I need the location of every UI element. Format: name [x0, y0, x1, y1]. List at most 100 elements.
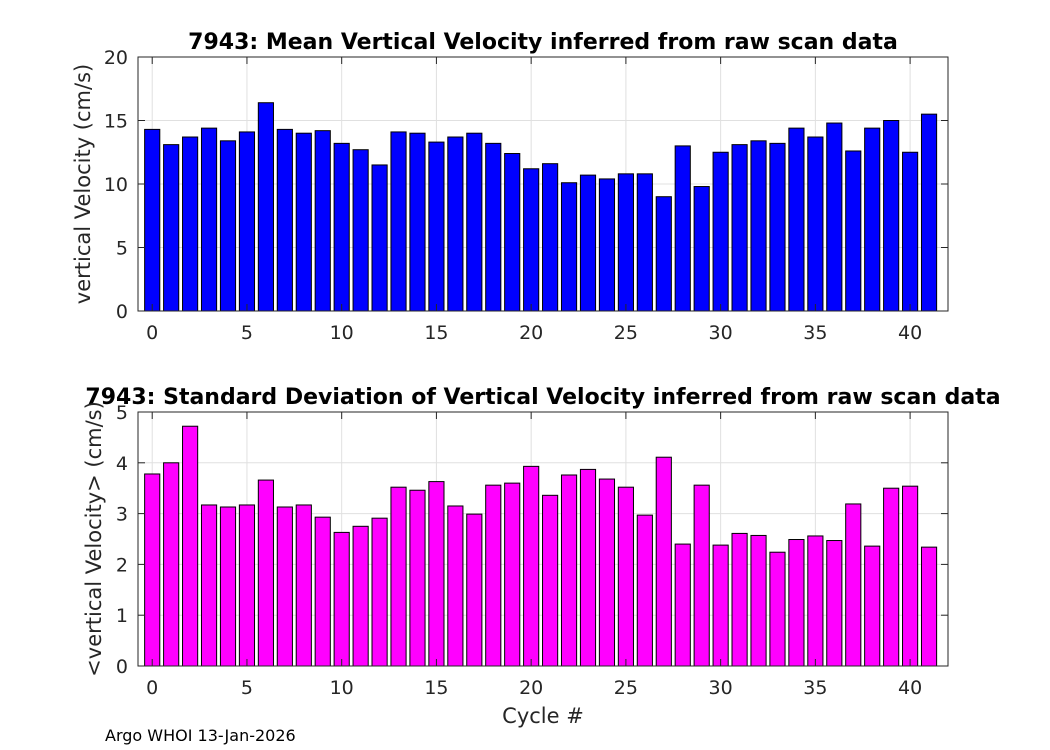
bar — [617, 173, 634, 312]
x-tick-label: 20 — [519, 677, 543, 699]
bar — [655, 456, 672, 667]
x-tick-label: 20 — [519, 322, 543, 344]
bar — [579, 174, 597, 312]
bar — [276, 506, 293, 667]
bar — [485, 142, 502, 312]
bar — [314, 516, 331, 667]
bar — [390, 486, 407, 667]
bar — [750, 534, 767, 667]
bar — [598, 178, 616, 312]
bar — [352, 149, 369, 312]
bar — [826, 540, 843, 667]
bar — [295, 504, 312, 667]
bar — [712, 151, 729, 312]
x-tick-label: 5 — [241, 677, 253, 699]
y-tick-label: 3 — [116, 504, 128, 526]
bar — [542, 494, 559, 667]
bar — [920, 546, 938, 667]
bar — [807, 136, 824, 312]
bar — [409, 132, 426, 312]
bar — [807, 535, 824, 667]
bar — [390, 131, 407, 312]
bar — [826, 122, 843, 312]
bar — [617, 486, 634, 667]
bar — [144, 473, 161, 667]
bar — [883, 487, 900, 667]
x-tick-label: 10 — [330, 322, 354, 344]
bar — [579, 468, 597, 667]
bar — [523, 465, 540, 667]
bar — [163, 144, 180, 312]
bar — [333, 142, 350, 312]
y-tick-label: 4 — [116, 453, 128, 475]
bar — [788, 539, 805, 667]
bar — [655, 196, 672, 312]
bar — [560, 474, 578, 667]
y-axis-label: <vertical Velocity> (cm/s) — [82, 401, 106, 677]
bar — [371, 164, 388, 312]
y-tick-label: 0 — [116, 301, 128, 323]
bar — [542, 163, 559, 312]
bar — [200, 504, 218, 667]
x-tick-label: 25 — [614, 677, 638, 699]
bar — [693, 484, 710, 667]
bar — [636, 173, 653, 312]
x-tick-label: 15 — [424, 677, 448, 699]
mean-velocity-chart: 0 5 10 15 20 25 30 35 40 0 5 10 15 20 7943: Mean Verti… — [71, 30, 949, 344]
x-tick-label: 25 — [614, 322, 638, 344]
bar — [731, 532, 748, 667]
y-tick-label: 5 — [116, 238, 128, 260]
bar — [257, 479, 274, 667]
bar — [219, 506, 237, 667]
y-tick-label: 15 — [104, 111, 128, 133]
chart-title: 7943: Mean Vertical Velocity inferred fr… — [188, 30, 898, 55]
bar — [674, 543, 691, 667]
x-tick-label: 30 — [709, 677, 733, 699]
bar — [883, 120, 900, 312]
y-tick-label: 2 — [116, 554, 128, 576]
bar — [219, 140, 237, 312]
x-tick-label: 30 — [709, 322, 733, 344]
bar — [144, 128, 161, 312]
x-tick-label: 35 — [803, 677, 827, 699]
bar — [428, 481, 445, 667]
bar — [864, 545, 881, 667]
bar — [636, 514, 653, 667]
bar — [182, 136, 199, 312]
axes-box — [137, 411, 949, 667]
bar — [257, 102, 274, 312]
bar — [238, 504, 256, 667]
bar — [466, 513, 483, 667]
bar — [674, 145, 691, 312]
bar — [485, 484, 502, 667]
x-tick-label: 0 — [146, 677, 158, 699]
y-tick-label: 1 — [116, 605, 128, 627]
bar — [466, 132, 483, 312]
bar — [504, 153, 521, 312]
x-tick-label: 15 — [424, 322, 448, 344]
bar — [163, 462, 180, 667]
footer-credit: Argo WHOI 13-Jan-2026 — [105, 726, 296, 745]
bar — [560, 182, 578, 312]
y-axis-label: vertical Velocity (cm/s) — [71, 64, 95, 304]
bar — [371, 517, 388, 667]
y-tick-label: 10 — [104, 174, 128, 196]
x-axis-label: Cycle # — [502, 704, 584, 728]
chart-title: 7943: Standard Deviation of Vertical Vel… — [85, 385, 1000, 410]
x-tick-label: 40 — [898, 677, 922, 699]
bar — [769, 142, 786, 312]
y-tick-label: 5 — [116, 402, 128, 424]
bar — [902, 151, 919, 312]
bar — [788, 127, 805, 312]
x-tick-label: 5 — [241, 322, 253, 344]
bar — [750, 140, 767, 312]
y-tick-label: 20 — [104, 47, 128, 69]
bar — [845, 503, 862, 667]
bar — [352, 525, 369, 667]
bar — [238, 131, 256, 312]
bar — [693, 186, 710, 312]
bar — [447, 136, 464, 312]
bar — [182, 425, 199, 667]
